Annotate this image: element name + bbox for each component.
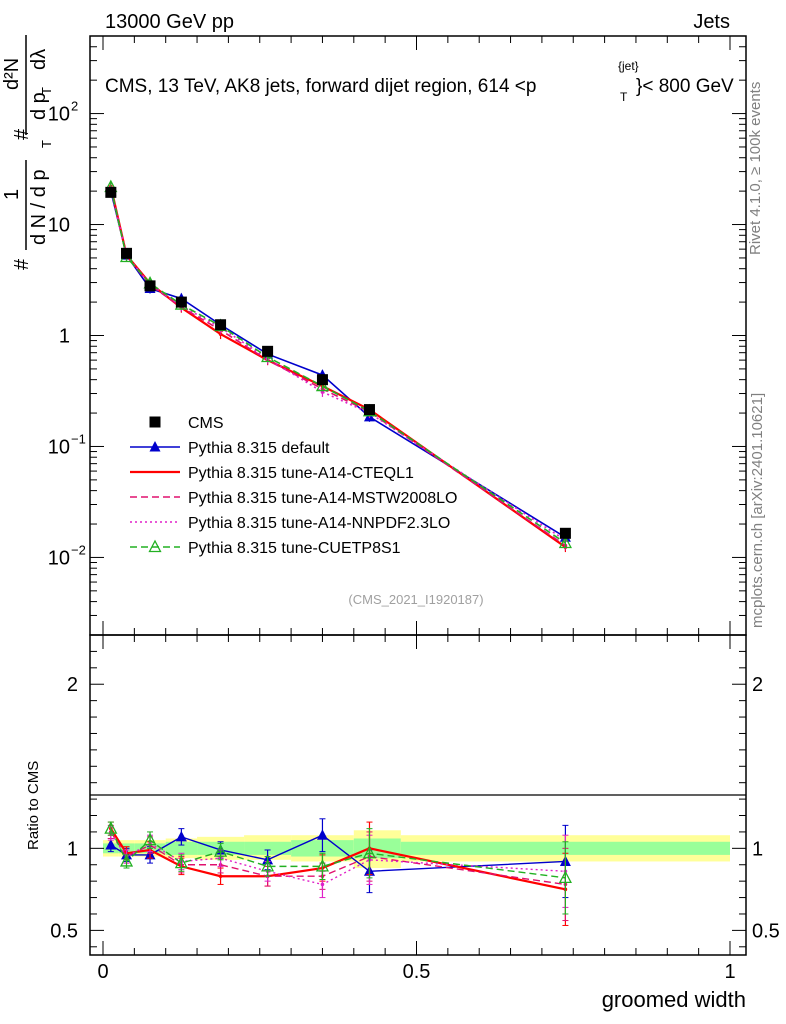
legend-label: Pythia 8.315 tune-CUETP8S1 [188,540,401,557]
header-right: Jets [693,11,730,33]
title-sup: {jet} [618,59,639,73]
x-tick-labels: 0 0.5 1 [97,961,735,983]
ratio-series-point [119,854,134,867]
cms-data-point [363,404,375,416]
ratio-y-tick-label-right: 1 [752,838,763,860]
y-label-second-den-sub: T [39,87,54,95]
y-tick-label: 10 [48,547,70,569]
y-label-frac-num: 1 [1,189,23,200]
title-main: CMS, 13 TeV, AK8 jets, forward dijet reg… [105,76,536,97]
ratio-frame [89,634,747,956]
title-tail: }< 800 GeV [636,76,734,97]
plot-title: CMS, 13 TeV, AK8 jets, forward dijet reg… [105,59,734,104]
y-label-frac-den-sub: T [39,140,54,148]
ratio-y-label: Ratio to CMS [25,761,42,850]
watermark: (CMS_2021_I1920187) [348,592,483,607]
ratio-series-point [174,855,188,869]
legend-label: Pythia 8.315 tune-A14-MSTW2008LO [188,490,457,507]
ratio-series-point [213,844,228,857]
legend-label: Pythia 8.315 default [188,440,330,457]
legend-label: Pythia 8.315 tune-A14-NNPDF2.3LO [188,515,450,532]
ratio-series-point [261,858,275,872]
y-label-second-den: d p [28,92,50,120]
side-label-top: Rivet 4.1.0, ≥ 100k events [747,82,764,255]
side-label-bottom: mcplots.cern.ch [arXiv:2401.10621] [749,393,766,628]
cms-data-point [121,247,133,259]
y-axis-label: # 1 d N / d p T # d²N d p T dλ [1,35,54,270]
cms-data-point [262,345,274,357]
ratio-series-point [558,870,572,884]
ratio-ticks: 0.5 0.5 1 1 2 2 [50,635,780,955]
y-tick-label: 10 [48,104,70,126]
legend: CMS Pythia 8.315 default Pythia 8.315 tune… [130,415,457,557]
cms-data-point [559,527,571,539]
legend-label: CMS [188,415,224,432]
title-sub: T [620,90,628,104]
ratio-series-point [175,830,187,842]
x-axis-label: groomed width [602,987,746,1012]
ratio-series-point [104,821,118,834]
ratio-y-tick-label-right: 0.5 [752,920,780,942]
ratio-series [104,818,572,926]
x-tick-label: 0.5 [403,961,431,983]
cms-data-point [175,296,187,308]
ratio-series-point [315,858,330,872]
legend-marker [149,416,161,428]
cms-data-point [316,374,328,386]
ratio-series-point [316,829,328,840]
ratio-series-point [320,882,325,887]
ratio-panel: 0.5 0.5 1 1 2 2 [50,634,780,956]
ratio-y-tick-label-right: 2 [752,674,763,696]
legend-marker [148,539,162,553]
main-series-point [558,535,572,549]
header-left: 13000 GeV pp [105,11,234,33]
y-tick-label-exp: −2 [71,542,86,557]
main-series-line [110,187,566,541]
y-label-frac-den: d N / d p [28,169,50,245]
y-tick-label: 10 [48,436,70,458]
main-series [104,179,572,553]
ratio-y-tick-label-left: 2 [67,674,78,696]
y-label-hash-2: # [11,128,33,140]
cms-data-point [215,319,227,331]
main-series-line [110,190,566,538]
ratio-series-point [143,832,157,846]
y-tick-label-exp: 2 [71,99,78,114]
cms-data-point [144,280,156,292]
y-label-hash-1: # [11,258,33,270]
x-tick-label: 0 [97,961,108,983]
legend-label: Pythia 8.315 tune-A14-CTEQL1 [188,465,414,482]
y-tick-label: 1 [59,326,70,348]
legend-marker [149,441,161,452]
ratio-y-tick-label-left: 1 [67,838,78,860]
main-series-point [315,378,330,392]
y-tick-label: 10 [48,215,70,237]
y-tick-label-exp: −1 [71,431,86,446]
ratio-y-tick-label-left: 0.5 [50,920,78,942]
ratio-series-point [105,839,117,850]
ratio-series-point [362,845,377,859]
y-label-second-den-tail: dλ [28,49,50,70]
band-inner [165,841,198,855]
ratio-series-point [218,874,223,879]
x-tick-label: 1 [724,961,735,983]
cms-data-point [105,186,117,198]
band-inner [244,841,292,855]
y-label-second-num: d²N [1,58,23,90]
